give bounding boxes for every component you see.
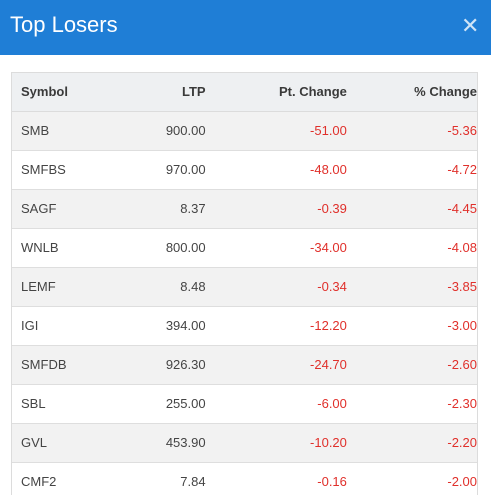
pct-change-cell: -4.08 [346,228,477,268]
pt-change-cell: -34.00 [205,228,347,268]
ltp-cell: 800.00 [114,228,206,268]
pct-change-cell: -2.30 [346,384,477,424]
pt-change-cell: -0.39 [205,189,347,229]
table-row[interactable]: WNLB 800.00 -34.00 -4.08 [12,228,477,268]
pt-change-cell: -0.16 [317,474,347,490]
close-icon[interactable]: ✕ [461,13,480,38]
modal-title: Top Losers [10,12,118,37]
symbol-cell: IGI [12,306,115,346]
ltp-cell: 970.00 [114,150,206,190]
pt-change-cell: -24.70 [205,345,347,385]
ltp-cell: 926.30 [114,345,206,385]
symbol-cell: SBL [12,384,115,424]
symbol-cell: LEMF [12,267,115,307]
pt-change-cell: -12.20 [205,306,347,346]
table-row[interactable]: CMF2 7.84 -0.16 -2.00 [12,462,477,495]
pct-change-cell: -2.60 [346,345,477,385]
ltp-cell: 453.90 [114,423,206,463]
symbol-cell: SMFBS [12,150,115,190]
ltp-cell: 255.00 [114,384,206,424]
symbol-cell: GVL [12,423,115,463]
pt-change-cell: -48.00 [205,150,347,190]
ltp-cell: 900.00 [114,111,206,151]
table-row[interactable]: IGI 394.00 -12.20 -3.00 [12,306,477,346]
symbol-cell: SMB [12,111,115,151]
pct-change-cell: -3.85 [346,267,477,307]
pct-change-cell: -5.36 [346,111,477,151]
symbol-cell: WNLB [12,228,115,268]
pt-change-cell: -51.00 [205,111,347,151]
column-header-ltp[interactable]: LTP [114,73,206,112]
pct-change-cell: -3.00 [346,306,477,346]
ltp-cell: 8.37 [114,189,206,229]
ltp-cell: 7.84 [180,474,206,490]
pt-change-cell: -0.34 [205,267,347,307]
pct-change-cell: -2.00 [447,474,477,490]
table-row[interactable]: SMB 900.00 -51.00 -5.36 [12,111,477,151]
table-row[interactable]: GVL 453.90 -10.20 -2.20 [12,423,477,463]
column-header-pt-change[interactable]: Pt. Change [205,73,347,112]
table-row[interactable]: SBL 255.00 -6.00 -2.30 [12,384,477,424]
pt-change-cell: -6.00 [205,384,347,424]
symbol-cell: CMF2 [21,474,57,490]
table-header-row: Symbol LTP Pt. Change % Change [12,73,477,112]
ltp-cell: 394.00 [114,306,206,346]
table-row[interactable]: SAGF 8.37 -0.39 -4.45 [12,189,477,229]
symbol-cell: SAGF [12,189,115,229]
column-header-symbol[interactable]: Symbol [12,73,115,112]
table-row[interactable]: LEMF 8.48 -0.34 -3.85 [12,267,477,307]
table-row[interactable]: SMFBS 970.00 -48.00 -4.72 [12,150,477,190]
modal-header: Top Losers ✕ [0,0,491,55]
column-header-pct-change[interactable]: % Change [346,73,477,112]
top-losers-table: Symbol LTP Pt. Change % Change SMB 900.00… [11,72,478,495]
pt-change-cell: -10.20 [205,423,347,463]
table-row[interactable]: SMFDB 926.30 -24.70 -2.60 [12,345,477,385]
pct-change-cell: -4.72 [346,150,477,190]
pct-change-cell: -2.20 [346,423,477,463]
symbol-cell: SMFDB [12,345,115,385]
ltp-cell: 8.48 [114,267,206,307]
pct-change-cell: -4.45 [346,189,477,229]
